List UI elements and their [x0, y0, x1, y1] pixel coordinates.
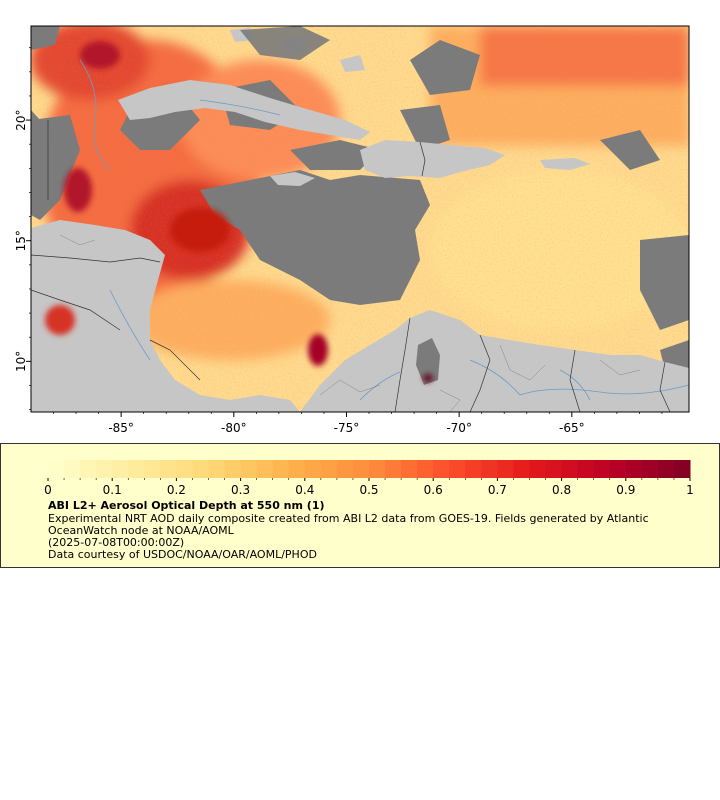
legend-title: ABI L2+ Aerosol Optical Depth at 550 nm … — [48, 499, 325, 512]
colorbar-cell — [304, 460, 322, 478]
colorbar-tick-label: 0 — [44, 483, 52, 497]
colorbar-cell — [513, 460, 530, 478]
colorbar-tick-label: 0.9 — [616, 483, 635, 497]
map-frame — [30, 25, 690, 413]
colorbar-cell — [288, 460, 306, 478]
land-masses — [31, 26, 689, 412]
colorbar-cell — [192, 460, 209, 478]
y-tick-label: 20° — [14, 109, 28, 130]
colorbar-cell — [208, 460, 226, 478]
colorbar-cell — [80, 460, 97, 478]
colorbar-tick-label: 0.3 — [231, 483, 250, 497]
legend-date: (2025-07-08T00:00:00Z) — [48, 536, 185, 549]
yucatan-landmass — [31, 26, 52, 200]
map-panel: -85° -80° -75° -70° -65° 20° 15° 10° — [14, 25, 690, 435]
colorbar-cell — [561, 460, 579, 478]
colorbar-cell — [272, 460, 290, 478]
x-tick-label: -65° — [559, 421, 585, 435]
y-tick-label: 10° — [14, 351, 28, 372]
colorbar-cell — [481, 460, 498, 478]
central-america-landmass — [31, 220, 300, 412]
colorbar-cell — [240, 460, 258, 478]
colorbar-cell — [256, 460, 274, 478]
colorbar-tick-label: 0.1 — [103, 483, 122, 497]
colorbar-cell — [96, 460, 113, 478]
x-tick-label: -75° — [334, 421, 360, 435]
jamaica-landmass — [270, 172, 315, 186]
aod-hotspots — [45, 41, 433, 382]
legend-credit: Data courtesy of USDOC/NOAA/OAR/AOML/PHO… — [48, 548, 317, 561]
hispaniola-landmass — [360, 140, 505, 178]
colorbar-tick-label: 0.7 — [488, 483, 507, 497]
legend-description-continued: OceanWatch node at NOAA/AOML — [48, 524, 234, 537]
colorbar-cell — [128, 460, 145, 478]
colorbar-cell — [433, 460, 450, 478]
colorbar-cell — [673, 460, 691, 478]
colorbar-cell — [176, 460, 193, 478]
country-borders — [31, 120, 671, 412]
colorbar-tick-label: 0.2 — [167, 483, 186, 497]
colorbar-tick-label: 0.4 — [295, 483, 314, 497]
colorbar-cell — [64, 460, 81, 478]
x-tick-label: -85° — [108, 421, 134, 435]
colorbar-cell — [577, 460, 595, 478]
south-america-landmass — [300, 310, 689, 412]
colorbar-cell — [625, 460, 643, 478]
x-tick-label: -80° — [221, 421, 247, 435]
colorbar: 0 0.1 0.2 0.3 0.4 0.5 0.6 0.7 0.8 0.9 1 — [44, 460, 694, 497]
x-tick-label: -70° — [446, 421, 472, 435]
y-axis: 20° 15° 10° — [14, 47, 31, 410]
colorbar-cell — [48, 460, 65, 478]
colorbar-cell — [545, 460, 563, 478]
colorbar-cell — [336, 460, 354, 478]
lake-maracaibo — [416, 338, 440, 385]
colorbar-cell — [385, 460, 402, 478]
legend-box: 0 0.1 0.2 0.3 0.4 0.5 0.6 0.7 0.8 0.9 1 ABI L2+ Ae… — [0, 443, 720, 568]
colorbar-cell — [529, 460, 547, 478]
colorbar-ticks: 0 0.1 0.2 0.3 0.4 0.5 0.6 0.7 0.8 0.9 1 — [44, 478, 694, 497]
colorbar-cell — [369, 460, 386, 478]
colorbar-cell — [609, 460, 627, 478]
colorbar-tick-label: 0.5 — [359, 483, 378, 497]
colorbar-cell — [593, 460, 611, 478]
y-tick-label: 15° — [14, 230, 28, 251]
colorbar-cell — [497, 460, 514, 478]
colorbar-tick-label: 0.8 — [552, 483, 571, 497]
colorbar-tick-label: 0.6 — [424, 483, 443, 497]
colorbar-cell — [401, 460, 418, 478]
colorbar-cell — [320, 460, 338, 478]
aod-map: -85° -80° -75° -70° -65° 20° 15° 10° — [14, 25, 690, 435]
colorbar-cell — [112, 460, 129, 478]
colorbar-cell — [657, 460, 675, 478]
colorbar-tick-label: 1 — [686, 483, 694, 497]
colorbar-cell — [417, 460, 434, 478]
x-axis: -85° -80° -75° -70° -65° — [53, 412, 663, 435]
puerto-rico-landmass — [540, 158, 590, 170]
colorbar-cell — [449, 460, 466, 478]
colorbar-cell — [224, 460, 242, 478]
colorbar-cell — [352, 460, 370, 478]
colorbar-cell — [144, 460, 161, 478]
colorbar-cell — [160, 460, 177, 478]
cuba-landmass — [118, 80, 370, 140]
colorbar-gradient — [48, 460, 691, 478]
colorbar-cell — [465, 460, 482, 478]
colorbar-cell — [641, 460, 659, 478]
legend-description: Experimental NRT AOD daily composite cre… — [48, 512, 649, 525]
